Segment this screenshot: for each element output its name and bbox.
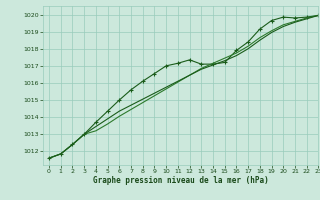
X-axis label: Graphe pression niveau de la mer (hPa): Graphe pression niveau de la mer (hPa)	[93, 176, 269, 185]
